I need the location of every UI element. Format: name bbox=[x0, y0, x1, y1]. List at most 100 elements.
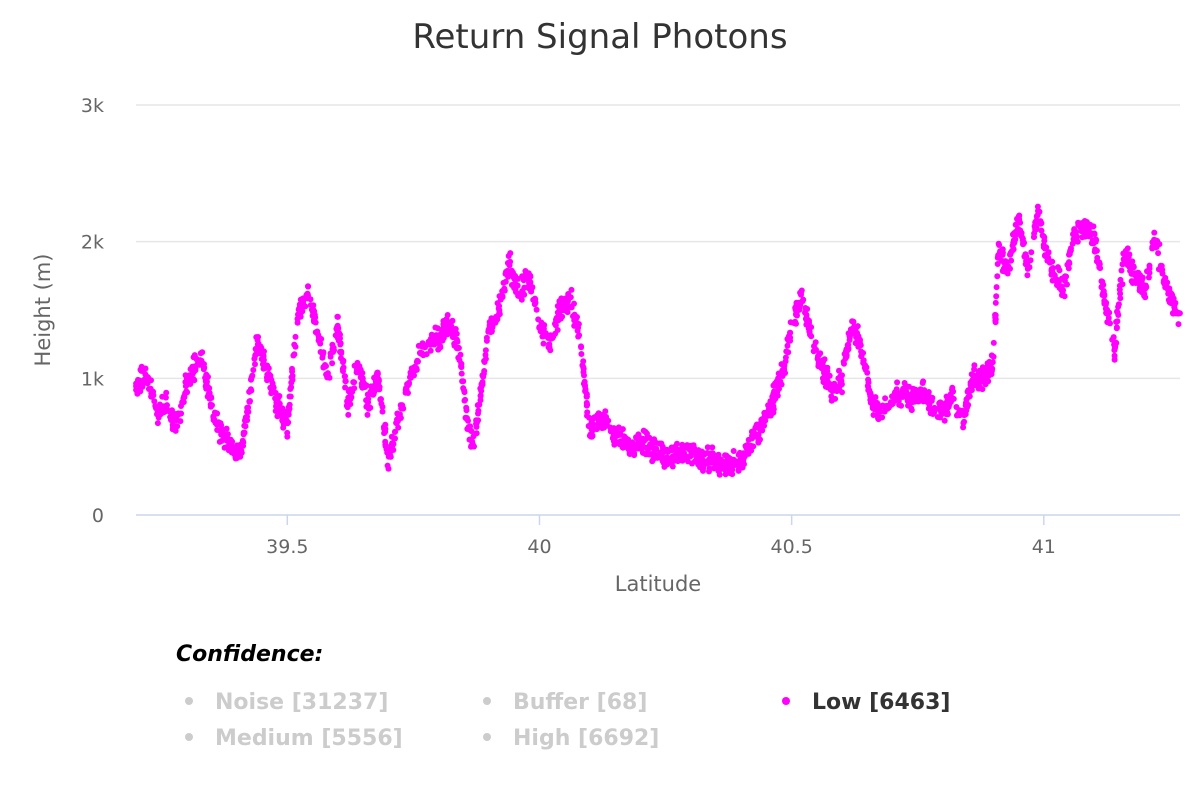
photon-point bbox=[688, 445, 695, 452]
legend-label: Medium [5556] bbox=[215, 726, 403, 751]
photon-point bbox=[729, 466, 736, 473]
photon-point bbox=[826, 372, 833, 379]
photon-points bbox=[133, 203, 1183, 478]
photon-point bbox=[379, 403, 386, 410]
photon-point bbox=[1115, 301, 1122, 308]
photon-point bbox=[887, 399, 894, 406]
photon-point bbox=[329, 360, 336, 367]
photon-point bbox=[843, 348, 849, 355]
photon-point bbox=[631, 446, 638, 453]
photon-point bbox=[341, 373, 348, 380]
photon-point bbox=[558, 296, 565, 303]
photon-point bbox=[279, 417, 286, 424]
legend-item-medium[interactable]: Medium [5556] bbox=[185, 726, 403, 751]
photon-point bbox=[238, 447, 244, 454]
photon-point bbox=[198, 357, 205, 364]
photon-point bbox=[197, 350, 204, 357]
photon-point bbox=[610, 438, 617, 445]
photon-point bbox=[367, 383, 374, 390]
photon-point bbox=[407, 374, 414, 381]
photon-point bbox=[304, 290, 311, 297]
photon-point bbox=[347, 401, 354, 408]
photon-point bbox=[910, 385, 917, 392]
photon-point bbox=[532, 299, 539, 306]
photon-point bbox=[612, 428, 619, 435]
photon-point bbox=[625, 445, 632, 452]
photon-point bbox=[713, 457, 720, 464]
photon-point bbox=[755, 438, 762, 445]
photon-point bbox=[284, 433, 291, 440]
photon-point bbox=[778, 381, 785, 388]
photon-point bbox=[1171, 304, 1178, 311]
photon-point bbox=[845, 330, 852, 337]
legend-item-buffer[interactable]: Buffer [68] bbox=[483, 690, 647, 715]
legend-item-noise[interactable]: Noise [31237] bbox=[185, 690, 388, 715]
photon-point bbox=[541, 330, 548, 337]
photon-point bbox=[993, 293, 1000, 300]
photon-point bbox=[284, 420, 291, 427]
photon-point bbox=[1070, 236, 1077, 243]
photon-point bbox=[704, 444, 711, 451]
photon-point bbox=[722, 452, 728, 459]
legend-label: Buffer [68] bbox=[513, 690, 648, 715]
x-tick-label: 39.5 bbox=[266, 536, 308, 558]
photon-point bbox=[710, 465, 717, 472]
photon-point bbox=[619, 444, 626, 451]
photon-point bbox=[1142, 294, 1149, 301]
photon-point bbox=[559, 303, 566, 310]
photon-point bbox=[504, 260, 511, 266]
photon-point bbox=[449, 317, 456, 324]
photon-point bbox=[580, 365, 587, 372]
x-tick-label: 41 bbox=[1032, 536, 1056, 558]
photon-point bbox=[985, 373, 992, 380]
photon-point bbox=[582, 388, 589, 395]
y-tick-labels: 0 1k 2k 3k bbox=[81, 95, 104, 527]
photon-point bbox=[345, 388, 352, 395]
photon-point bbox=[594, 412, 601, 419]
photon-point bbox=[1026, 264, 1033, 271]
photon-point bbox=[485, 328, 492, 335]
photon-point bbox=[770, 391, 777, 397]
photon-point bbox=[540, 340, 547, 347]
photon-point bbox=[553, 314, 560, 321]
photon-point bbox=[1081, 228, 1088, 235]
x-tick-label: 40 bbox=[527, 536, 551, 558]
photon-point bbox=[882, 395, 889, 402]
photon-point bbox=[999, 246, 1006, 253]
photon-point bbox=[1073, 228, 1080, 235]
photon-point bbox=[735, 451, 742, 458]
photon-point bbox=[435, 346, 442, 353]
photon-point bbox=[200, 366, 207, 373]
photon-point bbox=[1098, 278, 1105, 285]
photon-point bbox=[327, 353, 334, 360]
photon-point bbox=[1113, 340, 1120, 346]
photon-point bbox=[1079, 234, 1086, 241]
legend-item-low[interactable]: Low [6463] bbox=[782, 690, 950, 715]
legend-item-high[interactable]: High [6692] bbox=[483, 726, 659, 751]
photon-point bbox=[552, 330, 559, 337]
photon-point bbox=[652, 439, 659, 446]
photon-point bbox=[798, 289, 804, 296]
photon-point bbox=[478, 387, 485, 394]
photon-point bbox=[893, 389, 900, 396]
photon-point bbox=[737, 457, 744, 463]
photon-point bbox=[1100, 290, 1107, 297]
photon-point bbox=[289, 368, 296, 375]
photon-point bbox=[479, 379, 486, 386]
photon-point bbox=[269, 380, 276, 387]
photon-point bbox=[870, 396, 877, 403]
photon-point bbox=[638, 446, 645, 453]
photon-point bbox=[993, 284, 1000, 291]
photon-point bbox=[514, 282, 521, 289]
photon-point bbox=[466, 436, 473, 443]
photon-point bbox=[1007, 250, 1014, 257]
photon-point bbox=[427, 347, 434, 354]
photon-point bbox=[817, 350, 824, 357]
photon-point bbox=[583, 402, 590, 409]
photon-point bbox=[515, 275, 521, 282]
photon-point bbox=[505, 253, 512, 259]
photon-point bbox=[298, 300, 305, 307]
photon-point bbox=[483, 337, 490, 344]
photon-point bbox=[1151, 236, 1158, 243]
photon-point bbox=[774, 392, 781, 399]
